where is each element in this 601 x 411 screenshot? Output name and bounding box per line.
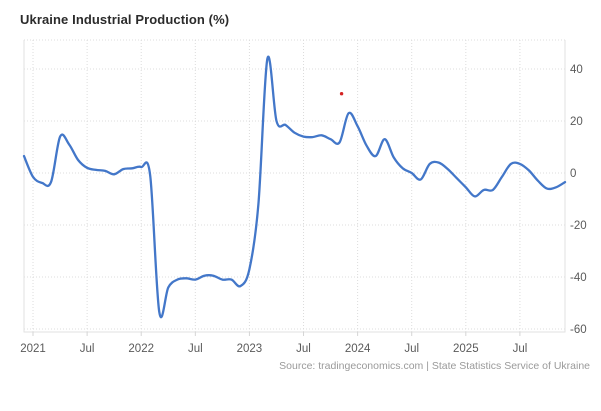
red-dot-marker (339, 92, 344, 96)
x-tick-label: Jul (80, 343, 95, 355)
data-series-line[interactable] (22, 55, 567, 318)
y-tick-label: -40 (570, 272, 587, 284)
x-tick-label: 2025 (453, 343, 479, 355)
y-tick-label: -60 (570, 324, 587, 336)
source-attribution-link[interactable]: Source: tradingeconomics.com | State Sta… (279, 360, 590, 372)
gridlines (24, 39, 565, 332)
x-tick-label: 2024 (345, 343, 371, 355)
chart-title: Ukraine Industrial Production (%) (20, 12, 230, 27)
x-tick-label: Jul (188, 343, 203, 355)
x-tick-label: Jul (404, 343, 419, 355)
y-axis-labels: 40 20 0 -20 -40 -60 (570, 64, 587, 336)
x-tick-label: 2021 (20, 343, 46, 355)
x-tick-label: Jul (513, 343, 528, 355)
y-tick-label: -20 (570, 220, 587, 232)
y-tick-label: 20 (570, 116, 583, 128)
plot-border (23, 40, 566, 333)
x-axis-labels: 2021 Jul 2022 Jul 2023 Jul 2024 Jul 2025 Jul (20, 343, 527, 355)
x-tick-label: 2023 (237, 343, 263, 355)
x-axis-ticks (32, 332, 521, 336)
y-tick-label: 40 (570, 64, 583, 76)
x-tick-label: 2022 (128, 343, 154, 355)
y-tick-label: 0 (570, 168, 576, 180)
x-tick-label: Jul (296, 343, 311, 355)
